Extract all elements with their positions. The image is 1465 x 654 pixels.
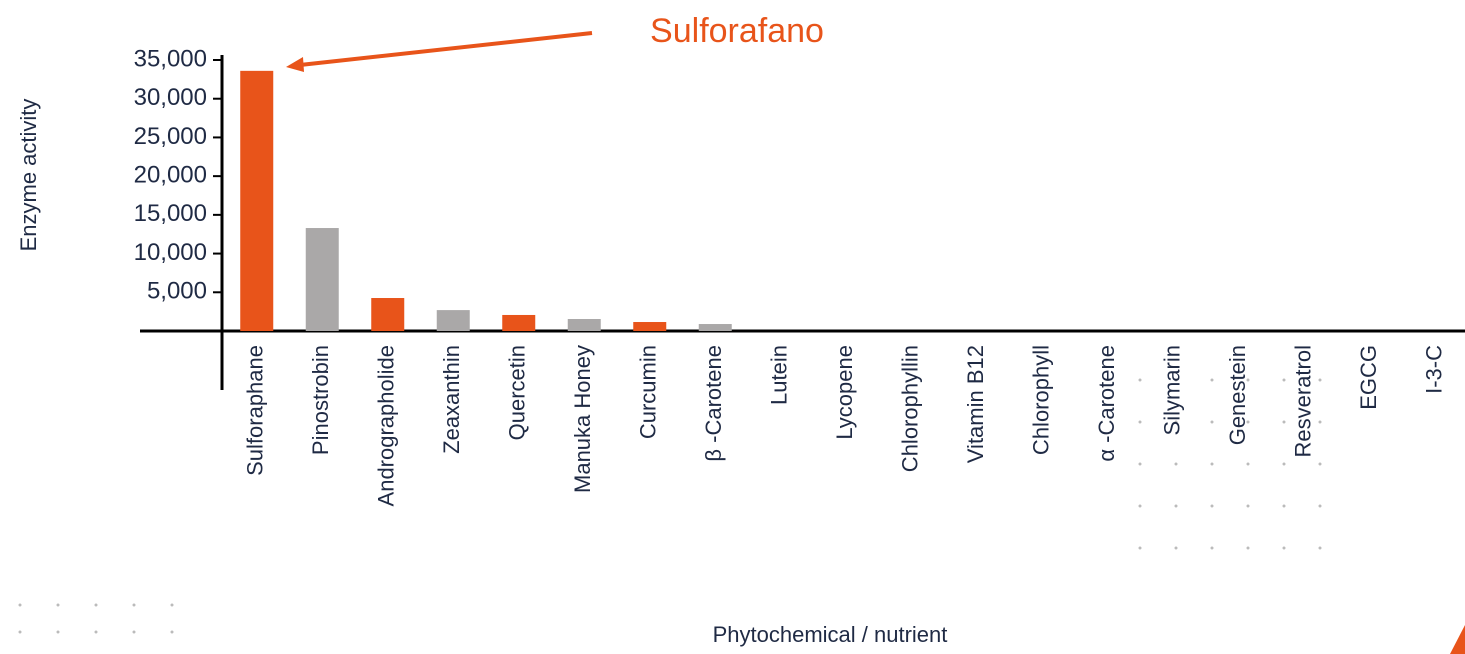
bar xyxy=(371,298,405,331)
dot xyxy=(1282,504,1286,508)
dot xyxy=(1138,546,1142,550)
x-tick-label: Andrographolide xyxy=(374,345,399,506)
decoration-dots xyxy=(18,378,1322,634)
dot xyxy=(18,603,22,607)
y-tick-label: 30,000 xyxy=(134,84,207,111)
bar xyxy=(240,70,274,331)
bar xyxy=(502,314,536,331)
dot xyxy=(1246,462,1250,466)
dot xyxy=(1174,546,1178,550)
dot xyxy=(1174,462,1178,466)
bar xyxy=(698,324,732,331)
dot xyxy=(1318,504,1322,508)
dot xyxy=(1246,420,1250,424)
dot xyxy=(1138,378,1142,382)
dot xyxy=(1174,420,1178,424)
x-tick-label: Pinostrobin xyxy=(308,345,333,455)
x-tick-label: I-3-C xyxy=(1422,345,1447,394)
x-tick-label: Silymarin xyxy=(1160,345,1185,435)
dot xyxy=(56,630,60,634)
bar xyxy=(567,318,601,331)
annotation-arrowhead xyxy=(286,57,304,72)
x-tick-label: Resveratrol xyxy=(1291,345,1316,457)
dot xyxy=(170,603,174,607)
dot xyxy=(1282,546,1286,550)
dot xyxy=(170,630,174,634)
x-tick-label: Chlorophyllin xyxy=(898,345,923,472)
dot xyxy=(1138,462,1142,466)
y-tick-label: 5,000 xyxy=(147,278,207,305)
x-tick-label: Lutein xyxy=(767,345,792,405)
dot xyxy=(1318,546,1322,550)
dot xyxy=(132,630,136,634)
dot xyxy=(132,603,136,607)
x-tick-label: Sulforaphane xyxy=(243,345,268,476)
dot xyxy=(1174,504,1178,508)
dot xyxy=(1318,420,1322,424)
x-axis-title: Phytochemical / nutrient xyxy=(713,622,948,647)
dot xyxy=(1282,462,1286,466)
dot xyxy=(1210,504,1214,508)
dot xyxy=(1138,420,1142,424)
dot xyxy=(1246,378,1250,382)
y-tick-label: 35,000 xyxy=(134,45,207,72)
dot xyxy=(1246,546,1250,550)
x-tick-label: Zeaxanthin xyxy=(439,345,464,454)
y-tick-label: 10,000 xyxy=(134,239,207,266)
y-axis-title: Enzyme activity xyxy=(16,99,41,252)
dot xyxy=(1174,378,1178,382)
y-tick-label: 25,000 xyxy=(134,123,207,150)
dot xyxy=(18,630,22,634)
annotation-arrow xyxy=(299,31,593,67)
annotation: Sulforafano xyxy=(650,12,824,50)
dot xyxy=(1318,462,1322,466)
x-tick-label: Genestein xyxy=(1225,345,1250,445)
dot xyxy=(1246,504,1250,508)
y-tick-label: 20,000 xyxy=(134,161,207,188)
bar xyxy=(305,228,339,331)
x-tick-label: Curcumin xyxy=(636,345,661,439)
x-tick-label: β -Carotene xyxy=(701,345,726,462)
x-tick-label: Quercetin xyxy=(505,345,530,440)
dot xyxy=(1282,378,1286,382)
bar xyxy=(436,310,470,331)
dot xyxy=(56,603,60,607)
dot xyxy=(1210,420,1214,424)
y-tick-label: 15,000 xyxy=(134,200,207,227)
x-tick-label: Lycopene xyxy=(832,345,857,440)
x-tick-label: EGCG xyxy=(1356,345,1381,410)
dot xyxy=(1282,420,1286,424)
dot xyxy=(1210,546,1214,550)
dot xyxy=(94,603,98,607)
dot xyxy=(94,630,98,634)
x-tick-label: α -Carotene xyxy=(1094,345,1119,462)
decoration-corner xyxy=(1450,625,1465,654)
bar xyxy=(633,322,667,331)
dot xyxy=(1210,378,1214,382)
dot xyxy=(1318,378,1322,382)
x-tick-label: Chlorophyll xyxy=(1029,345,1054,455)
x-tick-label: Vitamin B12 xyxy=(963,345,988,463)
x-tick-label: Manuka Honey xyxy=(570,345,595,493)
dot xyxy=(1210,462,1214,466)
dot xyxy=(1138,504,1142,508)
